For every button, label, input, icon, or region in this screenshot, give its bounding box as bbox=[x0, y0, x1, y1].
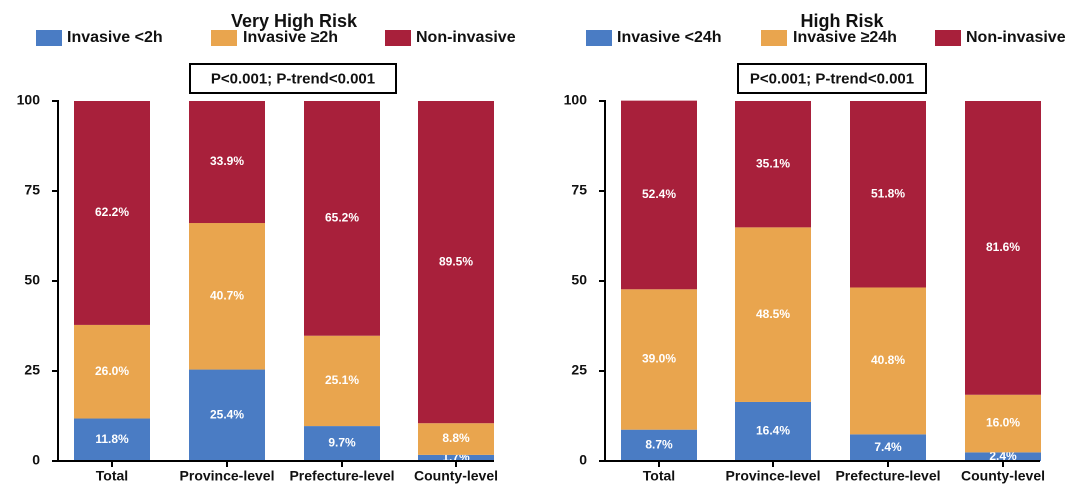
legend-swatch bbox=[761, 30, 787, 46]
data-label: 62.2% bbox=[95, 205, 129, 219]
annotation-text: P<0.001; P-trend<0.001 bbox=[211, 70, 375, 87]
y-tick-label: 0 bbox=[32, 452, 40, 468]
chart-panel-high-risk: High Risk Invasive <24h Invasive ≥24h Non-i… bbox=[564, 11, 1066, 484]
legend-swatch bbox=[36, 30, 62, 46]
bar-segment bbox=[850, 101, 926, 288]
legend-label: Invasive ≥2h bbox=[243, 29, 338, 46]
legend-swatch bbox=[935, 30, 961, 46]
bar-segment bbox=[850, 287, 926, 435]
y-tick-label: 25 bbox=[24, 362, 40, 378]
data-label: 81.6% bbox=[986, 240, 1020, 254]
bar-segment bbox=[965, 394, 1041, 453]
y-tick-label: 100 bbox=[564, 92, 588, 108]
legend-label: Invasive <2h bbox=[67, 29, 163, 46]
data-label: 35.1% bbox=[756, 156, 790, 170]
bar-segment bbox=[735, 401, 811, 461]
annotation-box bbox=[189, 63, 397, 94]
bar-segment bbox=[74, 324, 150, 419]
data-label: 40.7% bbox=[210, 288, 244, 302]
legend-swatch bbox=[385, 30, 411, 46]
data-label: 33.9% bbox=[210, 154, 244, 168]
x-tick-label: County-level bbox=[961, 468, 1045, 484]
x-tick-label: Total bbox=[96, 468, 128, 484]
legend-swatch bbox=[211, 30, 237, 46]
bar-segment bbox=[304, 426, 380, 461]
bar-segment bbox=[965, 452, 1041, 461]
y-tick-label: 75 bbox=[24, 182, 40, 198]
y-tick-label: 100 bbox=[17, 92, 41, 108]
legend-label: Non-invasive bbox=[416, 29, 516, 46]
y-tick-label: 50 bbox=[571, 272, 587, 288]
legend-label: Non-invasive bbox=[966, 29, 1066, 46]
bar-segment bbox=[418, 101, 494, 424]
data-label: 25.1% bbox=[325, 373, 359, 387]
bar-segment bbox=[735, 101, 811, 228]
x-tick-label: County-level bbox=[414, 468, 498, 484]
bar-segment bbox=[621, 100, 697, 290]
y-tick-label: 25 bbox=[571, 362, 587, 378]
y-tick-label: 75 bbox=[571, 182, 587, 198]
bar-segment bbox=[418, 454, 494, 461]
chart-title: Very High Risk bbox=[231, 11, 358, 31]
chart-panel-very-high-risk: Very High Risk Invasive <2h Invasive ≥2h No… bbox=[17, 11, 516, 484]
data-label: 40.8% bbox=[871, 353, 905, 367]
bar-segment bbox=[74, 101, 150, 325]
y-tick-label: 0 bbox=[579, 452, 587, 468]
bar-segment bbox=[304, 101, 380, 336]
bar-segment bbox=[189, 223, 265, 370]
data-label: 16.4% bbox=[756, 424, 790, 438]
x-tick-label: Province-level bbox=[726, 468, 821, 484]
data-label: 16.0% bbox=[986, 416, 1020, 430]
bar-segment bbox=[850, 434, 926, 461]
bar-segment bbox=[621, 289, 697, 430]
data-label: 52.4% bbox=[642, 187, 676, 201]
annotation-text: P<0.001; P-trend<0.001 bbox=[750, 70, 914, 87]
data-label: 11.8% bbox=[95, 432, 129, 446]
annotation-box bbox=[737, 63, 927, 94]
data-label: 9.7% bbox=[328, 436, 356, 450]
legend-swatch bbox=[586, 30, 612, 46]
data-label: 26.0% bbox=[95, 364, 129, 378]
bar-segment bbox=[189, 369, 265, 461]
data-label: 65.2% bbox=[325, 211, 359, 225]
data-label: 89.5% bbox=[439, 254, 473, 268]
y-tick-label: 50 bbox=[24, 272, 40, 288]
data-label: 51.8% bbox=[871, 186, 905, 200]
data-label: 8.8% bbox=[442, 431, 470, 445]
bar-segment bbox=[74, 418, 150, 461]
chart-title: High Risk bbox=[800, 11, 884, 31]
data-label: 39.0% bbox=[642, 352, 676, 366]
bar-segment bbox=[418, 423, 494, 455]
legend-label: Invasive ≥24h bbox=[793, 29, 897, 46]
data-label: 25.4% bbox=[210, 407, 244, 421]
x-tick-label: Prefecture-level bbox=[835, 468, 940, 484]
legend-label: Invasive <24h bbox=[617, 29, 722, 46]
x-tick-label: Province-level bbox=[180, 468, 275, 484]
bar-segment bbox=[735, 227, 811, 402]
x-tick-label: Total bbox=[643, 468, 675, 484]
data-label: 8.7% bbox=[645, 438, 673, 452]
bar-segment bbox=[621, 429, 697, 461]
bar-segment bbox=[304, 335, 380, 427]
data-label: 7.4% bbox=[874, 440, 902, 454]
data-label: 48.5% bbox=[756, 307, 790, 321]
bar-segment bbox=[189, 101, 265, 224]
x-tick-label: Prefecture-level bbox=[289, 468, 394, 484]
bar-segment bbox=[965, 101, 1041, 395]
